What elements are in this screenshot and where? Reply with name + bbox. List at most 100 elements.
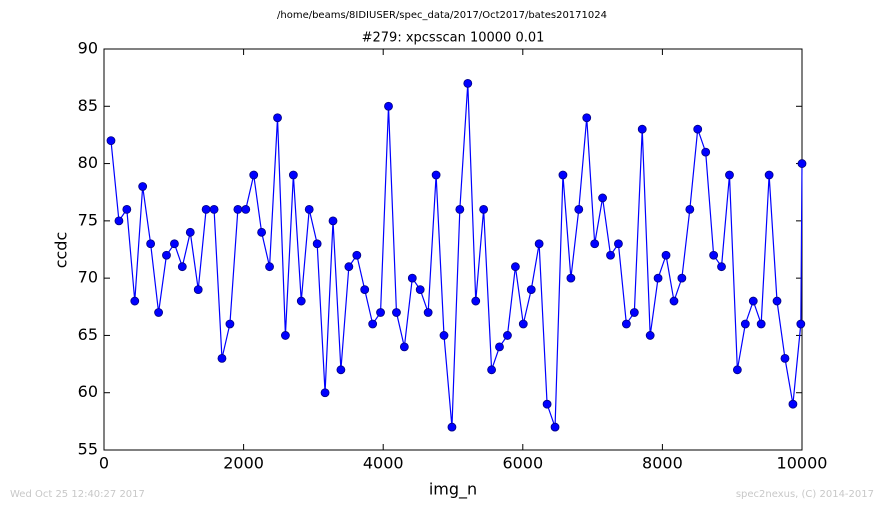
data-point — [392, 308, 401, 317]
data-point — [566, 273, 576, 283]
data-point — [185, 227, 195, 237]
data-point — [344, 262, 354, 272]
data-point — [304, 204, 314, 214]
y-tick-label: 55 — [78, 440, 98, 459]
data-point — [732, 365, 742, 375]
data-point — [415, 285, 425, 295]
data-point — [447, 422, 457, 432]
data-point — [606, 250, 615, 260]
y-tick-label: 85 — [78, 96, 98, 115]
x-tick-label: 4000 — [363, 454, 404, 473]
data-point — [122, 204, 132, 214]
data-point — [725, 170, 734, 180]
data-point — [495, 342, 504, 352]
data-point — [312, 239, 322, 249]
data-point — [503, 331, 512, 340]
data-point — [296, 296, 306, 306]
data-point — [645, 331, 655, 340]
data-point — [717, 262, 726, 272]
data-point — [582, 113, 592, 123]
y-tick-label: 75 — [78, 210, 98, 229]
data-point — [788, 399, 798, 409]
data-point — [479, 204, 489, 214]
data-point — [431, 170, 441, 180]
data-point — [162, 250, 171, 260]
data-point — [677, 273, 687, 283]
data-point — [740, 319, 750, 329]
data-point — [463, 78, 473, 88]
data-point — [249, 170, 259, 180]
data-point — [511, 262, 520, 272]
data-point — [320, 388, 330, 398]
y-tick-label: 90 — [78, 39, 98, 58]
data-point — [138, 182, 148, 191]
data-point — [217, 353, 227, 363]
data-point — [399, 342, 409, 352]
y-tick-label: 80 — [78, 153, 98, 172]
data-point — [693, 124, 703, 134]
data-point — [574, 204, 584, 214]
timestamp: Wed Oct 25 12:40:27 2017 — [10, 489, 145, 500]
data-point — [764, 170, 774, 180]
data-point — [756, 319, 766, 329]
data-point — [154, 308, 163, 317]
data-point — [352, 250, 362, 260]
data-point — [621, 319, 631, 329]
x-tick-label: 10000 — [777, 454, 828, 473]
data-point — [614, 239, 623, 249]
data-point — [780, 353, 790, 363]
data-point — [360, 285, 370, 295]
chart-title: #279: xpcsscan 10000 0.01 — [362, 31, 545, 46]
data-point — [114, 216, 124, 226]
data-point — [201, 204, 211, 214]
suptitle: /home/beams/8IDIUSER/spec_data/2017/Oct2… — [277, 10, 607, 21]
data-point — [685, 204, 695, 214]
x-tick-label: 6000 — [502, 454, 543, 473]
y-tick-label: 60 — [78, 382, 98, 401]
data-point — [257, 227, 267, 237]
data-point — [637, 124, 647, 134]
data-point — [423, 308, 433, 317]
data-point — [281, 331, 290, 340]
data-point — [455, 204, 465, 214]
data-point — [177, 262, 187, 272]
data-point — [170, 239, 179, 249]
data-point — [368, 319, 378, 329]
data-point — [439, 331, 449, 340]
data-point — [471, 296, 481, 306]
data-point — [328, 216, 338, 226]
data-point — [146, 239, 156, 249]
x-tick-label: 2000 — [223, 454, 264, 473]
data-point — [526, 285, 536, 295]
data-point — [701, 147, 711, 157]
data-point — [265, 262, 274, 272]
data-point — [487, 365, 496, 375]
x-tick-label: 0 — [99, 454, 109, 473]
data-point — [106, 136, 116, 146]
data-point — [598, 193, 607, 203]
data-point — [653, 273, 663, 283]
data-point — [407, 273, 417, 283]
data-point — [376, 308, 385, 317]
data-point — [288, 170, 298, 180]
plot-frame — [103, 48, 803, 451]
x-axis-label: img_n — [429, 480, 477, 500]
data-point — [273, 113, 282, 123]
data-point — [796, 319, 806, 329]
data-point — [748, 296, 758, 306]
data-point — [772, 296, 782, 306]
credit: spec2nexus, (C) 2014-2017 — [736, 489, 874, 500]
data-point — [558, 170, 568, 180]
data-point — [130, 296, 140, 306]
series-line — [110, 83, 803, 428]
data-point — [629, 308, 639, 317]
y-tick-label: 70 — [78, 268, 98, 287]
data-point — [233, 204, 243, 214]
data-point — [661, 250, 671, 260]
y-tick-label: 65 — [78, 325, 98, 344]
data-point — [518, 319, 528, 329]
data-point — [384, 101, 393, 111]
data-point — [193, 285, 203, 295]
data-point — [209, 204, 219, 214]
